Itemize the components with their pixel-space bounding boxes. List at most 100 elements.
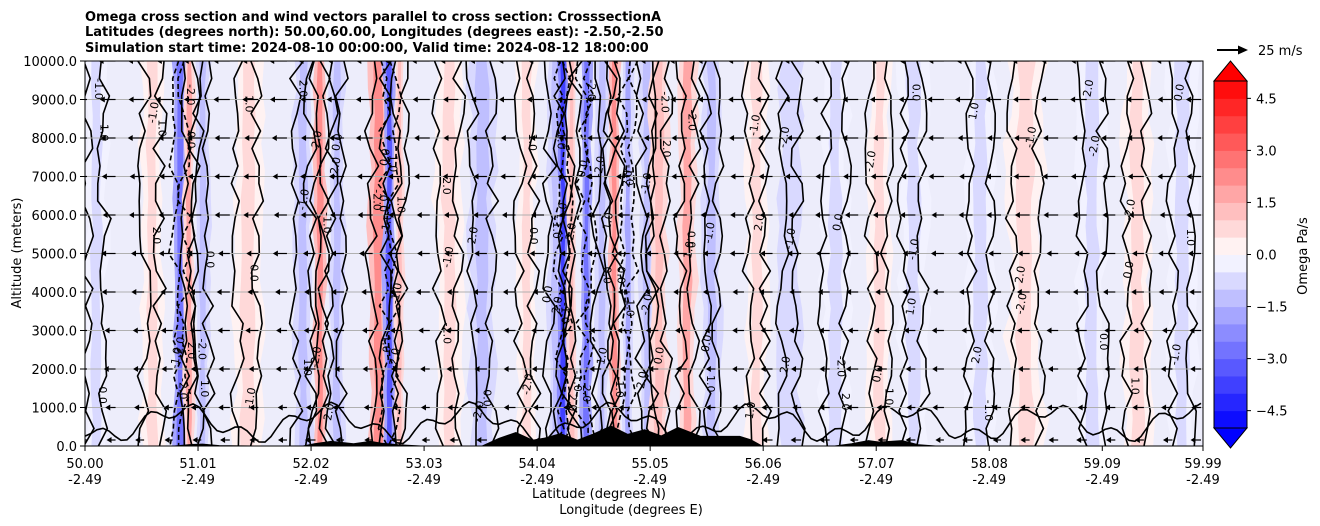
wind-vector (85, 252, 87, 255)
wind-vector (1017, 366, 1030, 372)
colorbar-segment (1214, 115, 1247, 134)
wind-vector (533, 404, 545, 411)
wind-vector (730, 173, 744, 180)
colorbar-tick-label: 1.5 (1256, 196, 1277, 211)
wind-vector (871, 61, 887, 64)
wind-vector (164, 437, 173, 443)
wind-vector (784, 96, 802, 103)
wind-vector (85, 439, 87, 441)
wind-vector (648, 366, 659, 372)
wind-vector (963, 404, 973, 411)
colorbar-segment (1214, 375, 1247, 394)
wind-vector (557, 173, 573, 180)
contour-label: -1.0 (782, 227, 799, 250)
wind-vector (619, 366, 630, 372)
x-tick-label-lat: 52.02 (292, 457, 329, 472)
terrain-profile (85, 425, 1203, 446)
wind-vector (386, 250, 402, 257)
contour-label: -1.0 (388, 282, 405, 305)
wind-vector (927, 96, 944, 103)
wind-vector (249, 404, 259, 411)
wind-vector (217, 327, 230, 334)
contour-label: 1.0 (1184, 229, 1197, 247)
wind-vector (675, 366, 687, 372)
x-tick-label-lon: -2.49 (68, 473, 102, 488)
wind-vector (334, 366, 345, 372)
contour-label: -2.0 (441, 323, 454, 344)
wind-vector (616, 250, 630, 257)
wind-vector (446, 289, 459, 295)
wind-vector (187, 250, 202, 257)
wind-vector (928, 135, 944, 141)
wind-vector (356, 61, 373, 64)
contour-label: 1.0 (526, 134, 539, 152)
wind-vector (644, 289, 659, 295)
wind-vector (389, 289, 402, 295)
wind-vector (443, 212, 459, 218)
wind-vector (814, 61, 830, 64)
contour-label: -1.0 (378, 212, 395, 235)
wind-vector (106, 437, 116, 443)
wind-vector (1163, 437, 1173, 443)
colorbar-segment (1214, 167, 1247, 186)
wind-vector (300, 173, 316, 180)
wind-vector (1098, 61, 1116, 64)
wind-vector (192, 437, 202, 443)
contour-label: 2.0 (387, 347, 403, 366)
wind-vector (817, 289, 830, 295)
wind-vector (300, 212, 316, 218)
wind-vector (555, 61, 573, 64)
contour-label: -2.0 (591, 155, 608, 178)
wind-vector (730, 212, 744, 218)
wind-vector (503, 366, 516, 372)
wind-vector (442, 173, 459, 180)
wind-vector (1105, 404, 1116, 411)
wind-vector (760, 366, 773, 372)
wind-vector (214, 173, 230, 180)
contour-label: 2.0 (969, 345, 985, 364)
wind-vector (962, 437, 973, 443)
contour-label: -2.0 (195, 339, 208, 360)
wind-vector (702, 289, 716, 295)
wind-vector (158, 212, 173, 218)
wind-vector (332, 327, 345, 334)
wind-vector (989, 289, 1002, 295)
wind-vector (1157, 173, 1173, 180)
title-line-2: Latitudes (degrees north): 50.00,60.00, … (85, 25, 664, 40)
wind-vector (390, 437, 402, 443)
wind-vector (331, 250, 345, 257)
wind-vector (587, 250, 602, 257)
wind-vector (135, 437, 145, 443)
wind-vector (958, 212, 973, 218)
wind-vector (816, 250, 830, 257)
colorbar-segment (1214, 306, 1247, 325)
wind-vector (391, 366, 402, 372)
y-tick-label: 8000.0 (32, 132, 78, 147)
wind-vector (131, 250, 145, 257)
wind-vector (955, 96, 973, 103)
contour-label: 2.0 (321, 402, 337, 421)
wind-vector (440, 61, 459, 64)
wind-vector (729, 250, 744, 257)
contour-label: -1.0 (613, 376, 626, 397)
wind-vector (300, 96, 316, 103)
colorbar-segment (1214, 341, 1247, 360)
x-tick-label-lat: 56.06 (745, 457, 782, 472)
wind-vector (613, 135, 630, 141)
wind-vector (1186, 212, 1201, 218)
wind-vector (617, 212, 630, 218)
x-tick-label-lon: -2.49 (859, 473, 893, 488)
quiver-key-arrowhead (1238, 45, 1248, 55)
x-tick-label-lat: 57.07 (858, 457, 895, 472)
wind-vector (158, 135, 173, 141)
wind-vector (298, 61, 316, 64)
wind-vector (1070, 96, 1087, 103)
wind-vector (644, 212, 659, 218)
wind-vector (103, 366, 116, 372)
wind-vector (1157, 135, 1173, 141)
colorbar-tick-label: 3.0 (1256, 144, 1277, 159)
contour-line-negative (167, 61, 183, 446)
wind-vector (901, 173, 916, 180)
wind-vector (819, 404, 830, 411)
wind-vector (1098, 96, 1116, 103)
